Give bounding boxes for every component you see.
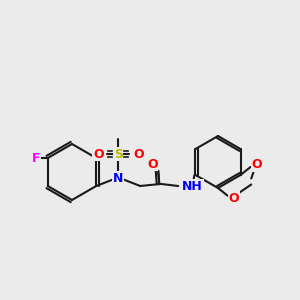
Text: O: O [147, 158, 158, 170]
Text: S: S [114, 148, 123, 160]
Text: O: O [251, 158, 262, 172]
Text: NH: NH [182, 179, 203, 193]
Text: O: O [229, 191, 239, 205]
Text: O: O [93, 148, 104, 160]
Text: O: O [133, 148, 144, 160]
Text: F: F [32, 152, 40, 164]
Text: N: N [113, 172, 123, 184]
